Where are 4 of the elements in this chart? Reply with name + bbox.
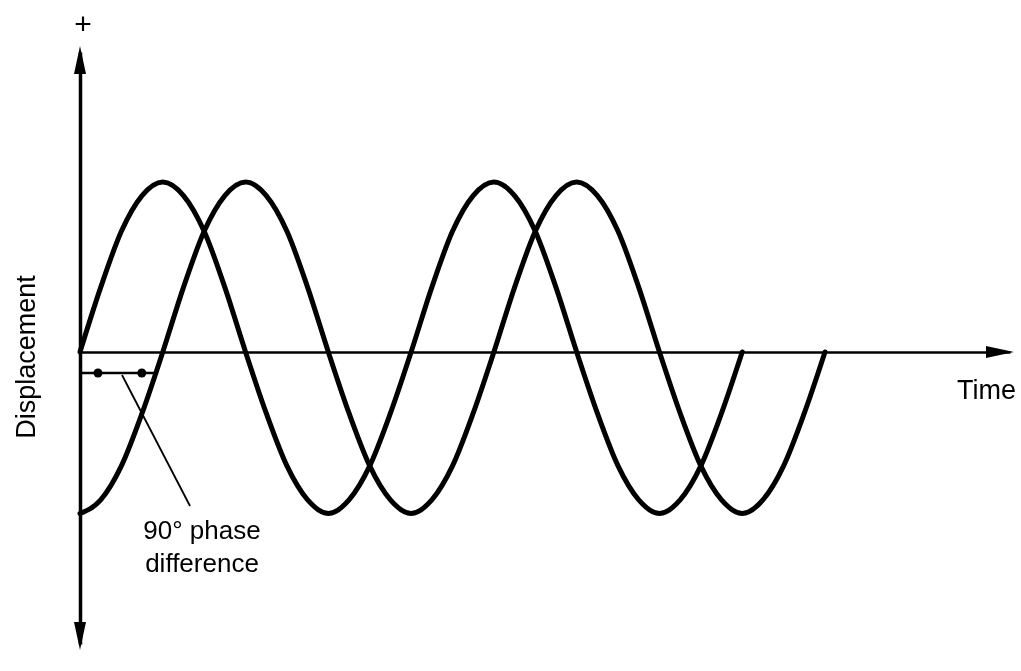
text: 90° phase difference bbox=[143, 515, 261, 578]
y-axis-title: Displacement bbox=[11, 274, 41, 439]
x-axis-title: Time bbox=[957, 375, 1016, 405]
text: + bbox=[74, 7, 92, 40]
